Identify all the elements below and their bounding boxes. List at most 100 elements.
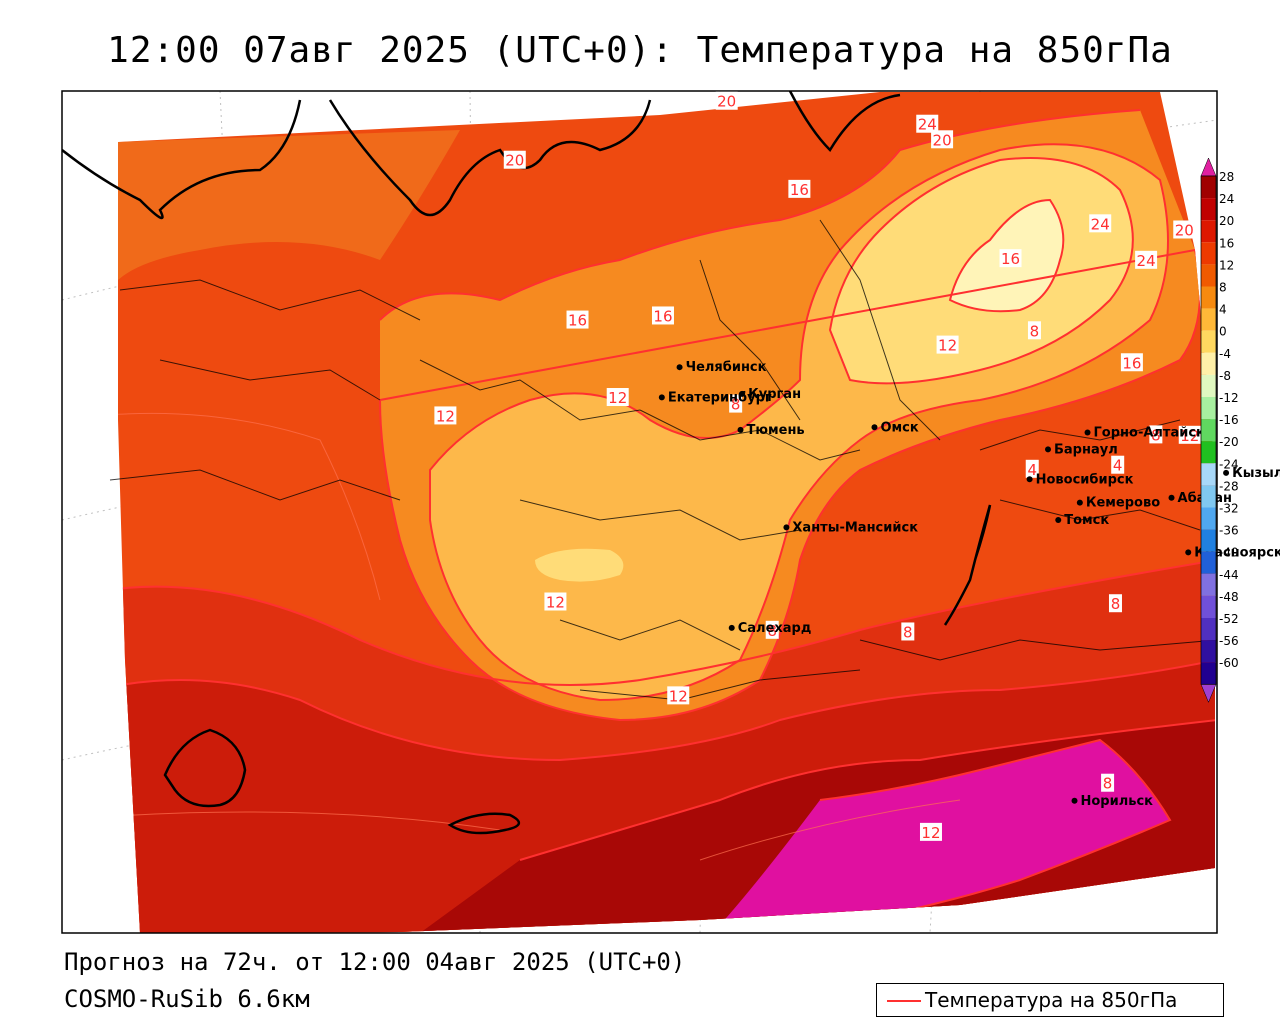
contour-label: 24 (1089, 214, 1112, 233)
colorbar-tick-label: -48 (1219, 590, 1239, 604)
contour-label-box (1025, 459, 1039, 478)
map-frame (61, 90, 1218, 934)
contour-label: 16 (566, 310, 589, 330)
contour-label-value: 8 (1111, 595, 1121, 613)
contour-label-box (901, 622, 915, 641)
contour-label-box (503, 150, 526, 169)
contour-label-value: 8 (903, 623, 913, 641)
colorbar-swatch (1201, 374, 1216, 397)
city-dot (658, 394, 665, 401)
colorbar-tick-label: -16 (1219, 413, 1239, 427)
colorbar: 28 24 20 16 12 8 4 0 -4 -8 -12 -16 -20 -24 -28 -32 -36 -4… (1200, 157, 1239, 703)
contour-label-value: 12 (669, 687, 688, 705)
colorbar-swatch (1201, 595, 1216, 618)
colorbar-tick-label: 28 (1219, 170, 1234, 184)
contour-label: 8 (1027, 321, 1041, 340)
colorbar-swatch (1201, 198, 1216, 221)
colorbar-swatch (1201, 662, 1216, 685)
contour-label-box (1111, 455, 1125, 474)
contour-label-box (1149, 425, 1163, 444)
contour-label: 8 (765, 620, 779, 640)
colorbar-tick-label: 20 (1219, 214, 1234, 228)
city-label: Салехард (738, 621, 812, 636)
city-label: Новосибирск (1036, 472, 1134, 487)
colorbar-tick-label: -4 (1219, 347, 1231, 361)
colorbar-tick-label: -12 (1219, 391, 1239, 405)
city-marker: Новосибирск (1026, 472, 1134, 487)
colorbar-tick-label: 24 (1219, 192, 1234, 206)
contour-label-box (1027, 321, 1041, 340)
city-label: Норильск (1081, 794, 1154, 809)
contour-label-value: 12 (1180, 427, 1199, 445)
colorbar-tick-label: 12 (1219, 258, 1234, 272)
contour-label-box (715, 91, 738, 110)
contour-label-value: 8 (731, 396, 741, 414)
contour-label-box (1173, 220, 1196, 239)
contour-label: 8 (1101, 773, 1115, 793)
city-label: Курган (748, 387, 801, 402)
contour-label-box (1120, 353, 1143, 372)
contour-label: 16 (999, 249, 1022, 268)
city-marker: Тюмень (737, 423, 805, 438)
colorbar-tick-label: 8 (1219, 281, 1227, 295)
contour-label-box (606, 388, 629, 407)
contour-label-box (765, 620, 779, 639)
contour-label-value: 16 (568, 312, 587, 330)
contour-label: 12 (1178, 425, 1201, 445)
colorbar-tick-label: -56 (1219, 634, 1239, 648)
contour-label-box (1108, 594, 1122, 613)
contour-label-value: 8 (767, 622, 777, 640)
colorbar-outline (1200, 175, 1217, 685)
city-dot (783, 524, 790, 531)
contour-label-value: 24 (918, 116, 937, 134)
city-dot (737, 426, 744, 433)
contour-label-value: 8 (1151, 426, 1161, 444)
contour-label-value: 8 (1103, 775, 1113, 793)
contour-label: 24 (1135, 250, 1158, 270)
city-dot (1071, 797, 1078, 804)
city-marker: Барнаул (1045, 442, 1118, 457)
contour-label-box (667, 686, 690, 705)
contour-label-box (1101, 773, 1115, 792)
colorbar-tick-label: -44 (1219, 568, 1239, 582)
colorbar-tick-label: -8 (1219, 369, 1231, 383)
contour-label-box (999, 249, 1022, 268)
colorbar-swatch (1201, 330, 1216, 353)
city-marker: Кызыл (1223, 466, 1280, 481)
city-dot (1223, 469, 1230, 476)
city-label: Екатеринбург (668, 390, 772, 405)
city-layer: НорильскСалехардЯкутскТураХанты-Мансийск… (658, 360, 1280, 809)
colorbar-swatch (1201, 308, 1216, 331)
city-dot (728, 624, 735, 631)
forecast-info: Прогноз на 72ч. от 12:00 04авг 2025 (UTC… (64, 948, 686, 976)
city-marker: Челябинск (676, 360, 767, 375)
city-dot (1026, 476, 1033, 483)
colorbar-tick-label: 4 (1219, 303, 1227, 317)
colorbar-tick-label: -20 (1219, 435, 1239, 449)
colorbar-tick-label: -32 (1219, 502, 1239, 516)
city-dot (1076, 499, 1083, 506)
field-above-28 (720, 740, 1170, 925)
contour-label-box (434, 406, 457, 425)
city-label: Омск (880, 420, 918, 435)
colorbar-swatch (1201, 573, 1216, 596)
colorbar-swatch (1201, 507, 1216, 530)
colorbar-swatch (1201, 485, 1216, 508)
contour-label: 20 (715, 91, 738, 111)
city-marker: Томск (1055, 513, 1109, 528)
contour-label-box (1178, 425, 1201, 444)
contour-label-value: 4 (1027, 461, 1037, 479)
contour-label-value: 20 (933, 131, 952, 149)
colorbar-tick-label: -36 (1219, 524, 1239, 538)
city-dot (1084, 429, 1091, 436)
contour-label-value: 16 (653, 307, 672, 325)
contour-label: 24 (916, 114, 939, 134)
city-label: Кызыл (1232, 466, 1280, 481)
city-label: Кемерово (1086, 496, 1160, 511)
contour-label-box (544, 592, 567, 611)
contour-label-box (566, 310, 589, 329)
colorbar-swatch (1201, 618, 1216, 641)
colorbar-swatch (1201, 640, 1216, 663)
field-nw-12 (118, 130, 460, 280)
